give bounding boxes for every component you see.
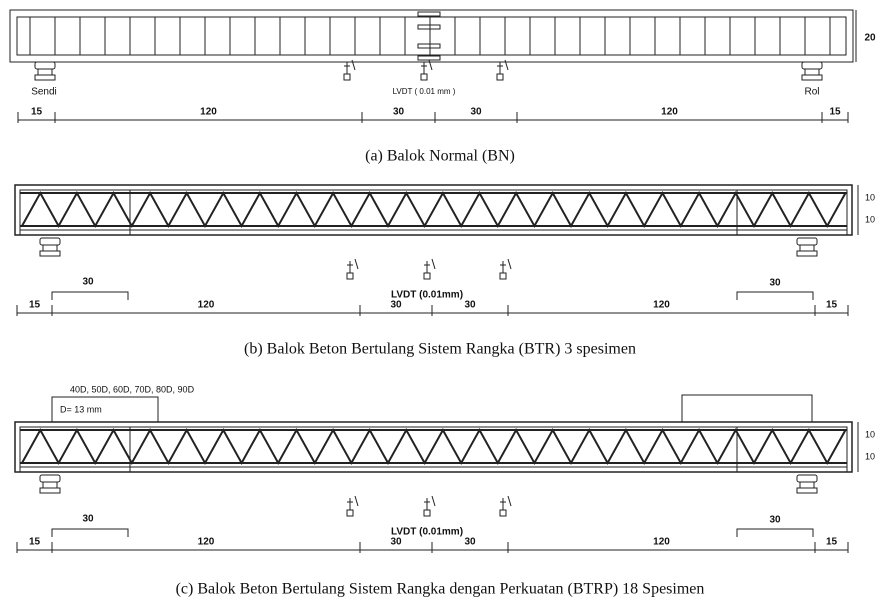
lvdt-label: LVDT (0.01mm): [391, 527, 463, 538]
height-label: 10: [865, 192, 875, 202]
support: [797, 251, 817, 256]
support: [802, 75, 822, 80]
height-label: 10: [865, 451, 875, 461]
support: [800, 482, 814, 488]
lvdt: [344, 74, 350, 80]
steel-plate: [682, 395, 812, 422]
bracket: [52, 529, 128, 537]
bracket-label: 30: [769, 515, 781, 526]
bracket-label: 30: [769, 278, 781, 289]
support: [40, 488, 60, 493]
bracket-label: 30: [82, 277, 94, 288]
dimension-label: 30: [464, 300, 476, 311]
lvdt-label: LVDT ( 0.01 mm ): [393, 87, 456, 96]
support: [797, 238, 817, 245]
truss: [22, 430, 846, 463]
lvdt: [500, 273, 506, 279]
lvdt: [497, 74, 503, 80]
support: [43, 245, 57, 251]
dimension-label: 15: [31, 107, 43, 118]
lvdt: [508, 496, 511, 506]
lvdt: [347, 510, 353, 516]
dimension-label: 120: [200, 107, 217, 118]
support: [43, 482, 57, 488]
dimension-label: 30: [393, 107, 405, 118]
dimension-label: 120: [653, 300, 670, 311]
support: [797, 475, 817, 482]
dimension-label: 30: [390, 537, 402, 548]
support: [802, 62, 822, 69]
support: [805, 69, 819, 75]
support-label: Rol: [804, 87, 819, 98]
bracket: [52, 292, 128, 300]
caption: (c) Balok Beton Bertulang Sistem Rangka …: [176, 581, 705, 598]
beam-inner: [17, 17, 846, 55]
strain-gauge: [418, 25, 440, 29]
dimension-label: 15: [826, 537, 838, 548]
dimension-label: 15: [29, 300, 41, 311]
end-block: [737, 427, 847, 472]
lvdt: [355, 259, 358, 269]
dimension-label: 15: [826, 300, 838, 311]
support: [35, 62, 55, 69]
height-label: 10: [865, 429, 875, 439]
dimension-label: 120: [661, 107, 678, 118]
bracket: [737, 529, 813, 537]
height-label: 10: [865, 214, 875, 224]
lvdt: [508, 259, 511, 269]
truss: [22, 193, 846, 226]
lvdt: [432, 259, 435, 269]
support: [38, 69, 52, 75]
support: [40, 251, 60, 256]
dimension-label: 30: [470, 107, 482, 118]
lvdt: [432, 496, 435, 506]
plate-diameter: D= 13 mm: [60, 404, 102, 414]
dimension-label: 30: [390, 300, 402, 311]
strain-gauge: [418, 44, 440, 48]
bracket: [737, 292, 813, 300]
lvdt: [424, 273, 430, 279]
plate-note: 40D, 50D, 60D, 70D, 80D, 90D: [70, 384, 195, 394]
end-block: [737, 190, 847, 235]
bracket-label: 30: [82, 514, 94, 525]
dimension-label: 15: [829, 107, 841, 118]
beam-diagram: 20 Sendi Rol LVDT ( 0.01 mm ) 15 120 30 30 120 15…: [0, 0, 880, 601]
caption: (b) Balok Beton Bertulang Sistem Rangka …: [244, 341, 636, 358]
beam: [10, 10, 853, 62]
strain-gauge: [418, 56, 440, 60]
dimension-label: 120: [198, 300, 215, 311]
lvdt: [424, 510, 430, 516]
support: [40, 238, 60, 245]
dimension-label: 120: [653, 537, 670, 548]
strain-gauge: [418, 12, 440, 16]
lvdt: [500, 510, 506, 516]
lvdt: [355, 496, 358, 506]
support: [800, 245, 814, 251]
height-label: 20: [864, 33, 876, 44]
lvdt: [421, 74, 427, 80]
support-label: Sendi: [31, 87, 57, 98]
support: [35, 75, 55, 80]
caption: (a) Balok Normal (BN): [365, 148, 515, 165]
lvdt-label: LVDT (0.01mm): [391, 290, 463, 301]
support: [797, 488, 817, 493]
dimension-label: 30: [464, 537, 476, 548]
dimension-label: 120: [198, 537, 215, 548]
dimension-label: 15: [29, 537, 41, 548]
support: [40, 475, 60, 482]
lvdt: [347, 273, 353, 279]
